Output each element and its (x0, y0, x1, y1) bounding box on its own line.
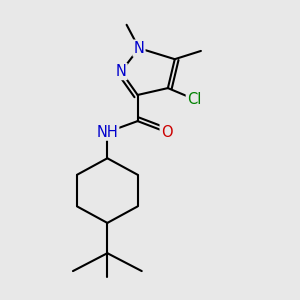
Text: N: N (116, 64, 127, 79)
Text: NH: NH (97, 124, 118, 140)
Text: N: N (134, 41, 144, 56)
Text: Cl: Cl (187, 92, 201, 106)
Text: O: O (161, 124, 172, 140)
